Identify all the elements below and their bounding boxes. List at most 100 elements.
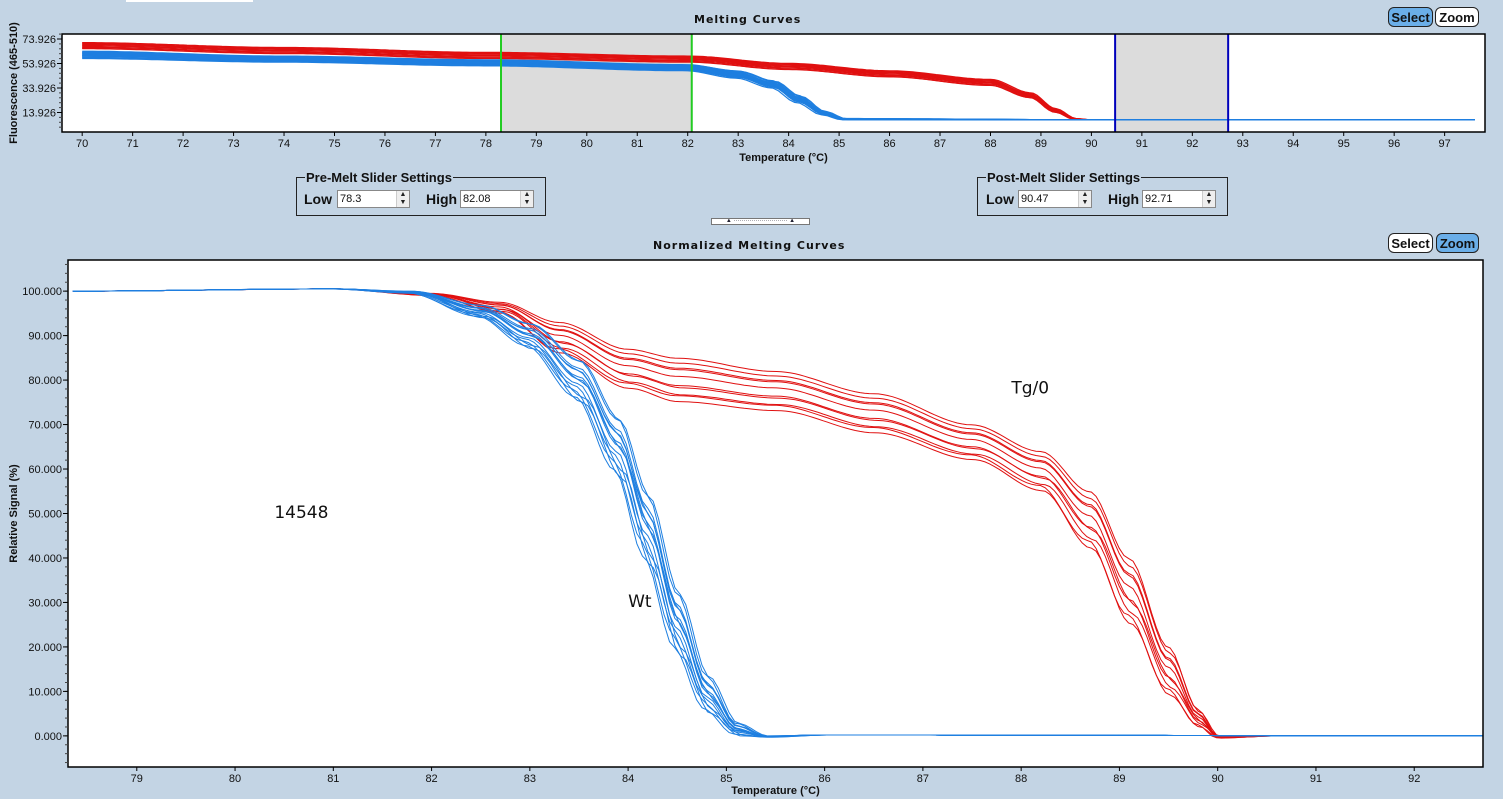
- pre-melt-settings-group: Pre-Melt Slider Settings Low ▲▼ High ▲▼: [296, 170, 546, 216]
- x-tick-label: 94: [1287, 138, 1299, 150]
- x-tick-label: 79: [530, 138, 542, 150]
- panel-splitter-handle[interactable]: ▲ ··························· ▲: [711, 218, 810, 225]
- curves-group: [72, 288, 1483, 739]
- x-tick-label: 95: [1338, 138, 1350, 150]
- pre-melt-legend: Pre-Melt Slider Settings: [305, 170, 453, 185]
- x-tick-label: 90: [1085, 138, 1097, 150]
- pre-melt-region: [501, 34, 692, 132]
- post-melt-high-input[interactable]: [1143, 191, 1202, 207]
- bottom-zoom-button[interactable]: Zoom: [1436, 233, 1479, 253]
- top-select-button[interactable]: Select: [1388, 7, 1433, 27]
- pre-melt-high-label: High: [426, 191, 458, 207]
- post-melt-legend: Post-Melt Slider Settings: [986, 170, 1142, 185]
- x-tick-label: 80: [229, 773, 241, 785]
- y-axis-title: Fluorescence (465-510): [8, 22, 20, 144]
- x-axis-title: Temperature (°C): [739, 152, 828, 164]
- spin-up-icon[interactable]: ▲: [523, 191, 531, 198]
- normalized-melting-curves-title: Normalized Melting Curves: [653, 239, 846, 252]
- post-melt-high-spinner[interactable]: ▲▼: [1142, 190, 1216, 208]
- pre-melt-low-input[interactable]: [338, 191, 396, 207]
- y-tick-label: 50.000: [28, 509, 62, 521]
- x-tick-label: 89: [1035, 138, 1047, 150]
- x-tick-label: 83: [732, 138, 744, 150]
- post-melt-low-input[interactable]: [1019, 191, 1078, 207]
- window-top-edge: [126, 0, 253, 2]
- x-tick-label: 76: [379, 138, 391, 150]
- spin-down-icon[interactable]: ▼: [1081, 199, 1089, 206]
- y-tick-label: 80.000: [28, 375, 62, 387]
- x-tick-label: 88: [984, 138, 996, 150]
- post-melt-region: [1115, 34, 1229, 132]
- spin-down-icon[interactable]: ▼: [1205, 199, 1213, 206]
- tg-curve: [82, 44, 1092, 121]
- x-tick-label: 90: [1212, 773, 1224, 785]
- x-tick-label: 82: [682, 138, 694, 150]
- y-tick-label: 40.000: [28, 553, 62, 565]
- post-melt-settings-group: Post-Melt Slider Settings Low ▲▼ High ▲▼: [977, 170, 1228, 216]
- x-tick-label: 93: [1237, 138, 1249, 150]
- y-tick-label: 60.000: [28, 464, 62, 476]
- x-tick-label: 87: [917, 773, 929, 785]
- x-tick-label: 87: [934, 138, 946, 150]
- x-tick-label: 88: [1015, 773, 1027, 785]
- spin-up-icon[interactable]: ▲: [399, 191, 407, 198]
- spin-up-icon[interactable]: ▲: [1081, 191, 1089, 198]
- x-tick-label: 92: [1186, 138, 1198, 150]
- wt-curve: [82, 50, 1475, 121]
- pre-melt-high-input[interactable]: [461, 191, 520, 207]
- y-tick-label: 10.000: [28, 686, 62, 698]
- melting-curves-chart[interactable]: 70 71 72 73 74 75 76 77 78 79 80 81 82 83 84 85 86 87 88 89…: [0, 0, 1503, 170]
- pre-melt-low-label: Low: [304, 191, 332, 207]
- x-tick-label: 81: [631, 138, 643, 150]
- bottom-select-button[interactable]: Select: [1388, 233, 1433, 253]
- wt-curve: [72, 288, 1483, 737]
- x-tick-label: 83: [524, 773, 536, 785]
- y-tick-label: 70.000: [28, 420, 62, 432]
- y-tick-label: 30.000: [28, 597, 62, 609]
- x-tick-label: 89: [1113, 773, 1125, 785]
- x-tick-label: 84: [783, 138, 795, 150]
- y-tick-label: 73.926: [22, 34, 56, 46]
- x-tick-label: 86: [883, 138, 895, 150]
- y-tick-label: 0.000: [34, 731, 62, 743]
- x-tick-label: 96: [1388, 138, 1400, 150]
- x-tick-label: 91: [1310, 773, 1322, 785]
- x-axis-title: Temperature (°C): [731, 785, 820, 797]
- x-tick-label: 92: [1408, 773, 1420, 785]
- x-tick-label: 86: [819, 773, 831, 785]
- tg-curve: [82, 47, 1092, 121]
- x-tick-label: 70: [76, 138, 88, 150]
- pre-melt-high-spinner[interactable]: ▲▼: [460, 190, 534, 208]
- x-tick-label: 71: [127, 138, 139, 150]
- x-tick-label: 85: [833, 138, 845, 150]
- x-tick-label: 82: [425, 773, 437, 785]
- x-tick-label: 72: [177, 138, 189, 150]
- spin-down-icon[interactable]: ▼: [523, 199, 531, 206]
- x-tick-label: 77: [429, 138, 441, 150]
- tg-curve: [82, 42, 1092, 121]
- top-zoom-button[interactable]: Zoom: [1435, 7, 1479, 27]
- x-tick-label: 81: [327, 773, 339, 785]
- annotation-wt: Wt: [628, 592, 652, 612]
- plot-area[interactable]: [68, 260, 1483, 767]
- spin-up-icon[interactable]: ▲: [1205, 191, 1213, 198]
- post-melt-high-label: High: [1108, 191, 1140, 207]
- tg-curve: [82, 46, 1092, 121]
- x-tick-label: 78: [480, 138, 492, 150]
- x-tick-label: 79: [131, 773, 143, 785]
- y-tick-label: 20.000: [28, 642, 62, 654]
- pre-melt-low-spinner[interactable]: ▲▼: [337, 190, 410, 208]
- y-tick-label: 33.926: [22, 83, 56, 95]
- y-tick-label: 53.926: [22, 58, 56, 70]
- y-tick-label: 13.926: [22, 107, 56, 119]
- melting-curves-title: Melting Curves: [694, 13, 802, 26]
- y-tick-label: 90.000: [28, 331, 62, 343]
- tg-curve: [82, 43, 1092, 121]
- x-tick-label: 97: [1439, 138, 1451, 150]
- post-melt-low-spinner[interactable]: ▲▼: [1018, 190, 1092, 208]
- x-tick-label: 74: [278, 138, 290, 150]
- x-tick-label: 75: [328, 138, 340, 150]
- spin-down-icon[interactable]: ▼: [399, 199, 407, 206]
- x-tick-label: 84: [622, 773, 634, 785]
